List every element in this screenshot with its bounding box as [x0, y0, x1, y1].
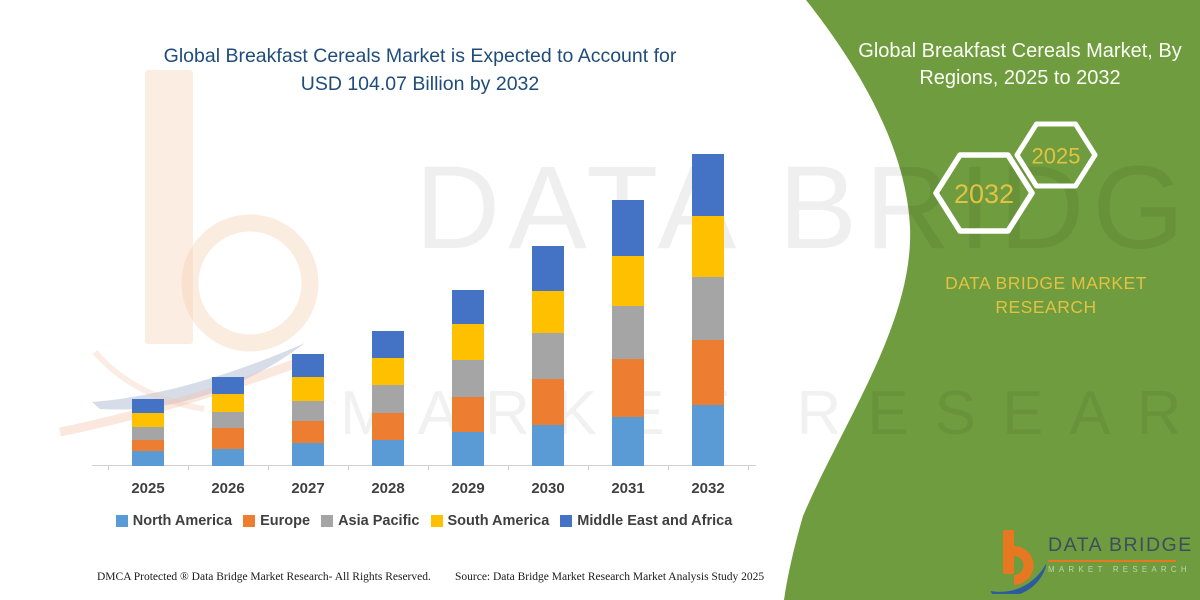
- segment-2029-north-america: [452, 432, 484, 466]
- segment-2032-south-america: [692, 216, 724, 277]
- segment-2026-north-america: [212, 448, 244, 466]
- x-label-2028: 2028: [371, 480, 405, 497]
- legend-label: North America: [132, 513, 233, 529]
- segment-2030-north-america: [532, 425, 564, 466]
- bar-2028: [372, 331, 404, 466]
- legend-label: Asia Pacific: [338, 513, 420, 529]
- x-label-2031: 2031: [611, 480, 645, 497]
- chart-title-line1: Global Breakfast Cereals Market is Expec…: [163, 45, 677, 67]
- bar-2032: [692, 153, 724, 466]
- hexagon-2032-shape: [933, 152, 1035, 234]
- legend-item-europe: Europe: [243, 513, 310, 529]
- segment-2031-middle-east-and-africa: [612, 199, 644, 256]
- x-label-2026: 2026: [211, 480, 245, 497]
- segment-2030-europe: [532, 378, 564, 426]
- legend-label: Middle East and Africa: [577, 513, 733, 529]
- segment-2031-south-america: [612, 255, 644, 307]
- hexagon-2025-shape: [1014, 121, 1098, 189]
- segment-2029-middle-east-and-africa: [452, 290, 484, 324]
- x-axis-tick: [748, 466, 749, 470]
- x-axis-tick: [668, 466, 669, 470]
- segment-2030-middle-east-and-africa: [532, 245, 564, 291]
- dmca-copyright-text: DMCA Protected ® Data Bridge Market Rese…: [97, 571, 431, 583]
- databridge-logo-name: DATA BRIDGE: [1048, 534, 1193, 556]
- legend-swatch-icon: [115, 515, 128, 527]
- legend-item-middle-east-and-africa: Middle East and Africa: [560, 513, 732, 529]
- hexagon-2032-label: 2032: [954, 179, 1014, 209]
- x-axis-tick: [588, 466, 589, 470]
- legend-item-asia-pacific: Asia Pacific: [321, 513, 420, 529]
- side-panel-brand-text: DATA BRIDGE MARKET RESEARCH: [945, 273, 1147, 317]
- x-axis-line: [92, 465, 756, 466]
- segment-2027-north-america: [292, 443, 324, 466]
- legend-label: Europe: [260, 513, 311, 529]
- segment-2028-middle-east-and-africa: [372, 331, 404, 359]
- x-label-2032: 2032: [691, 480, 725, 497]
- bar-2031: [612, 199, 644, 466]
- segment-2032-north-america: [692, 405, 724, 466]
- legend-swatch-icon: [243, 515, 256, 527]
- legend-item-north-america: North America: [115, 513, 233, 529]
- legend-swatch-icon: [430, 515, 443, 527]
- chart-legend: North America Europe Asia Pacific South Ame…: [88, 513, 760, 529]
- x-axis-tick: [268, 466, 269, 470]
- segment-2030-south-america: [532, 290, 564, 334]
- x-label-2027: 2027: [291, 480, 325, 497]
- chart-title-line2: USD 104.07 Billion by 2032: [300, 73, 540, 96]
- segment-2032-europe: [692, 339, 724, 406]
- segment-2028-europe: [372, 413, 404, 440]
- segment-2032-middle-east-and-africa: [692, 153, 724, 217]
- source-text: Source: Data Bridge Market Research Mark…: [455, 571, 765, 583]
- x-axis-tick: [428, 466, 429, 470]
- legend-label: South America: [447, 513, 550, 529]
- segment-2028-asia-pacific: [372, 384, 404, 414]
- bar-2030: [532, 245, 564, 467]
- segment-2029-asia-pacific: [452, 360, 484, 397]
- segment-2029-south-america: [452, 323, 484, 361]
- hexagon-2025-label: 2025: [1032, 144, 1081, 169]
- x-label-2029: 2029: [451, 480, 485, 497]
- x-axis-tick: [508, 466, 509, 470]
- legend-item-south-america: South America: [430, 513, 550, 529]
- databridge-logo-subtext: MARKET RESEARCH: [1048, 565, 1191, 574]
- segment-2028-south-america: [372, 358, 404, 385]
- databridge-logo: DATA BRIDGE MARKET RESEARCH: [988, 522, 1193, 594]
- legend-swatch-icon: [321, 515, 334, 527]
- x-label-2030: 2030: [531, 480, 565, 497]
- segment-2030-asia-pacific: [532, 333, 564, 379]
- x-axis-tick: [108, 466, 109, 470]
- legend-swatch-icon: [560, 515, 573, 527]
- side-panel-heading: Global Breakfast Cereals Market, By Regi…: [858, 40, 1182, 89]
- x-axis-tick: [188, 466, 189, 470]
- segment-2025-north-america: [132, 450, 164, 466]
- databridge-logo-underline: [1048, 560, 1176, 562]
- chart-title: Global Breakfast Cereals Market is Expec…: [95, 42, 745, 99]
- segment-2031-asia-pacific: [612, 306, 644, 360]
- segment-2032-asia-pacific: [692, 276, 724, 340]
- x-label-2025: 2025: [131, 480, 165, 497]
- databridge-logo-mark: [991, 530, 1046, 594]
- segment-2031-north-america: [612, 416, 644, 466]
- segment-2025-europe: [132, 439, 164, 451]
- x-axis-tick: [348, 466, 349, 470]
- bar-2029: [452, 290, 484, 466]
- segment-2031-europe: [612, 359, 644, 417]
- segment-2029-europe: [452, 396, 484, 433]
- segment-2028-north-america: [372, 439, 404, 466]
